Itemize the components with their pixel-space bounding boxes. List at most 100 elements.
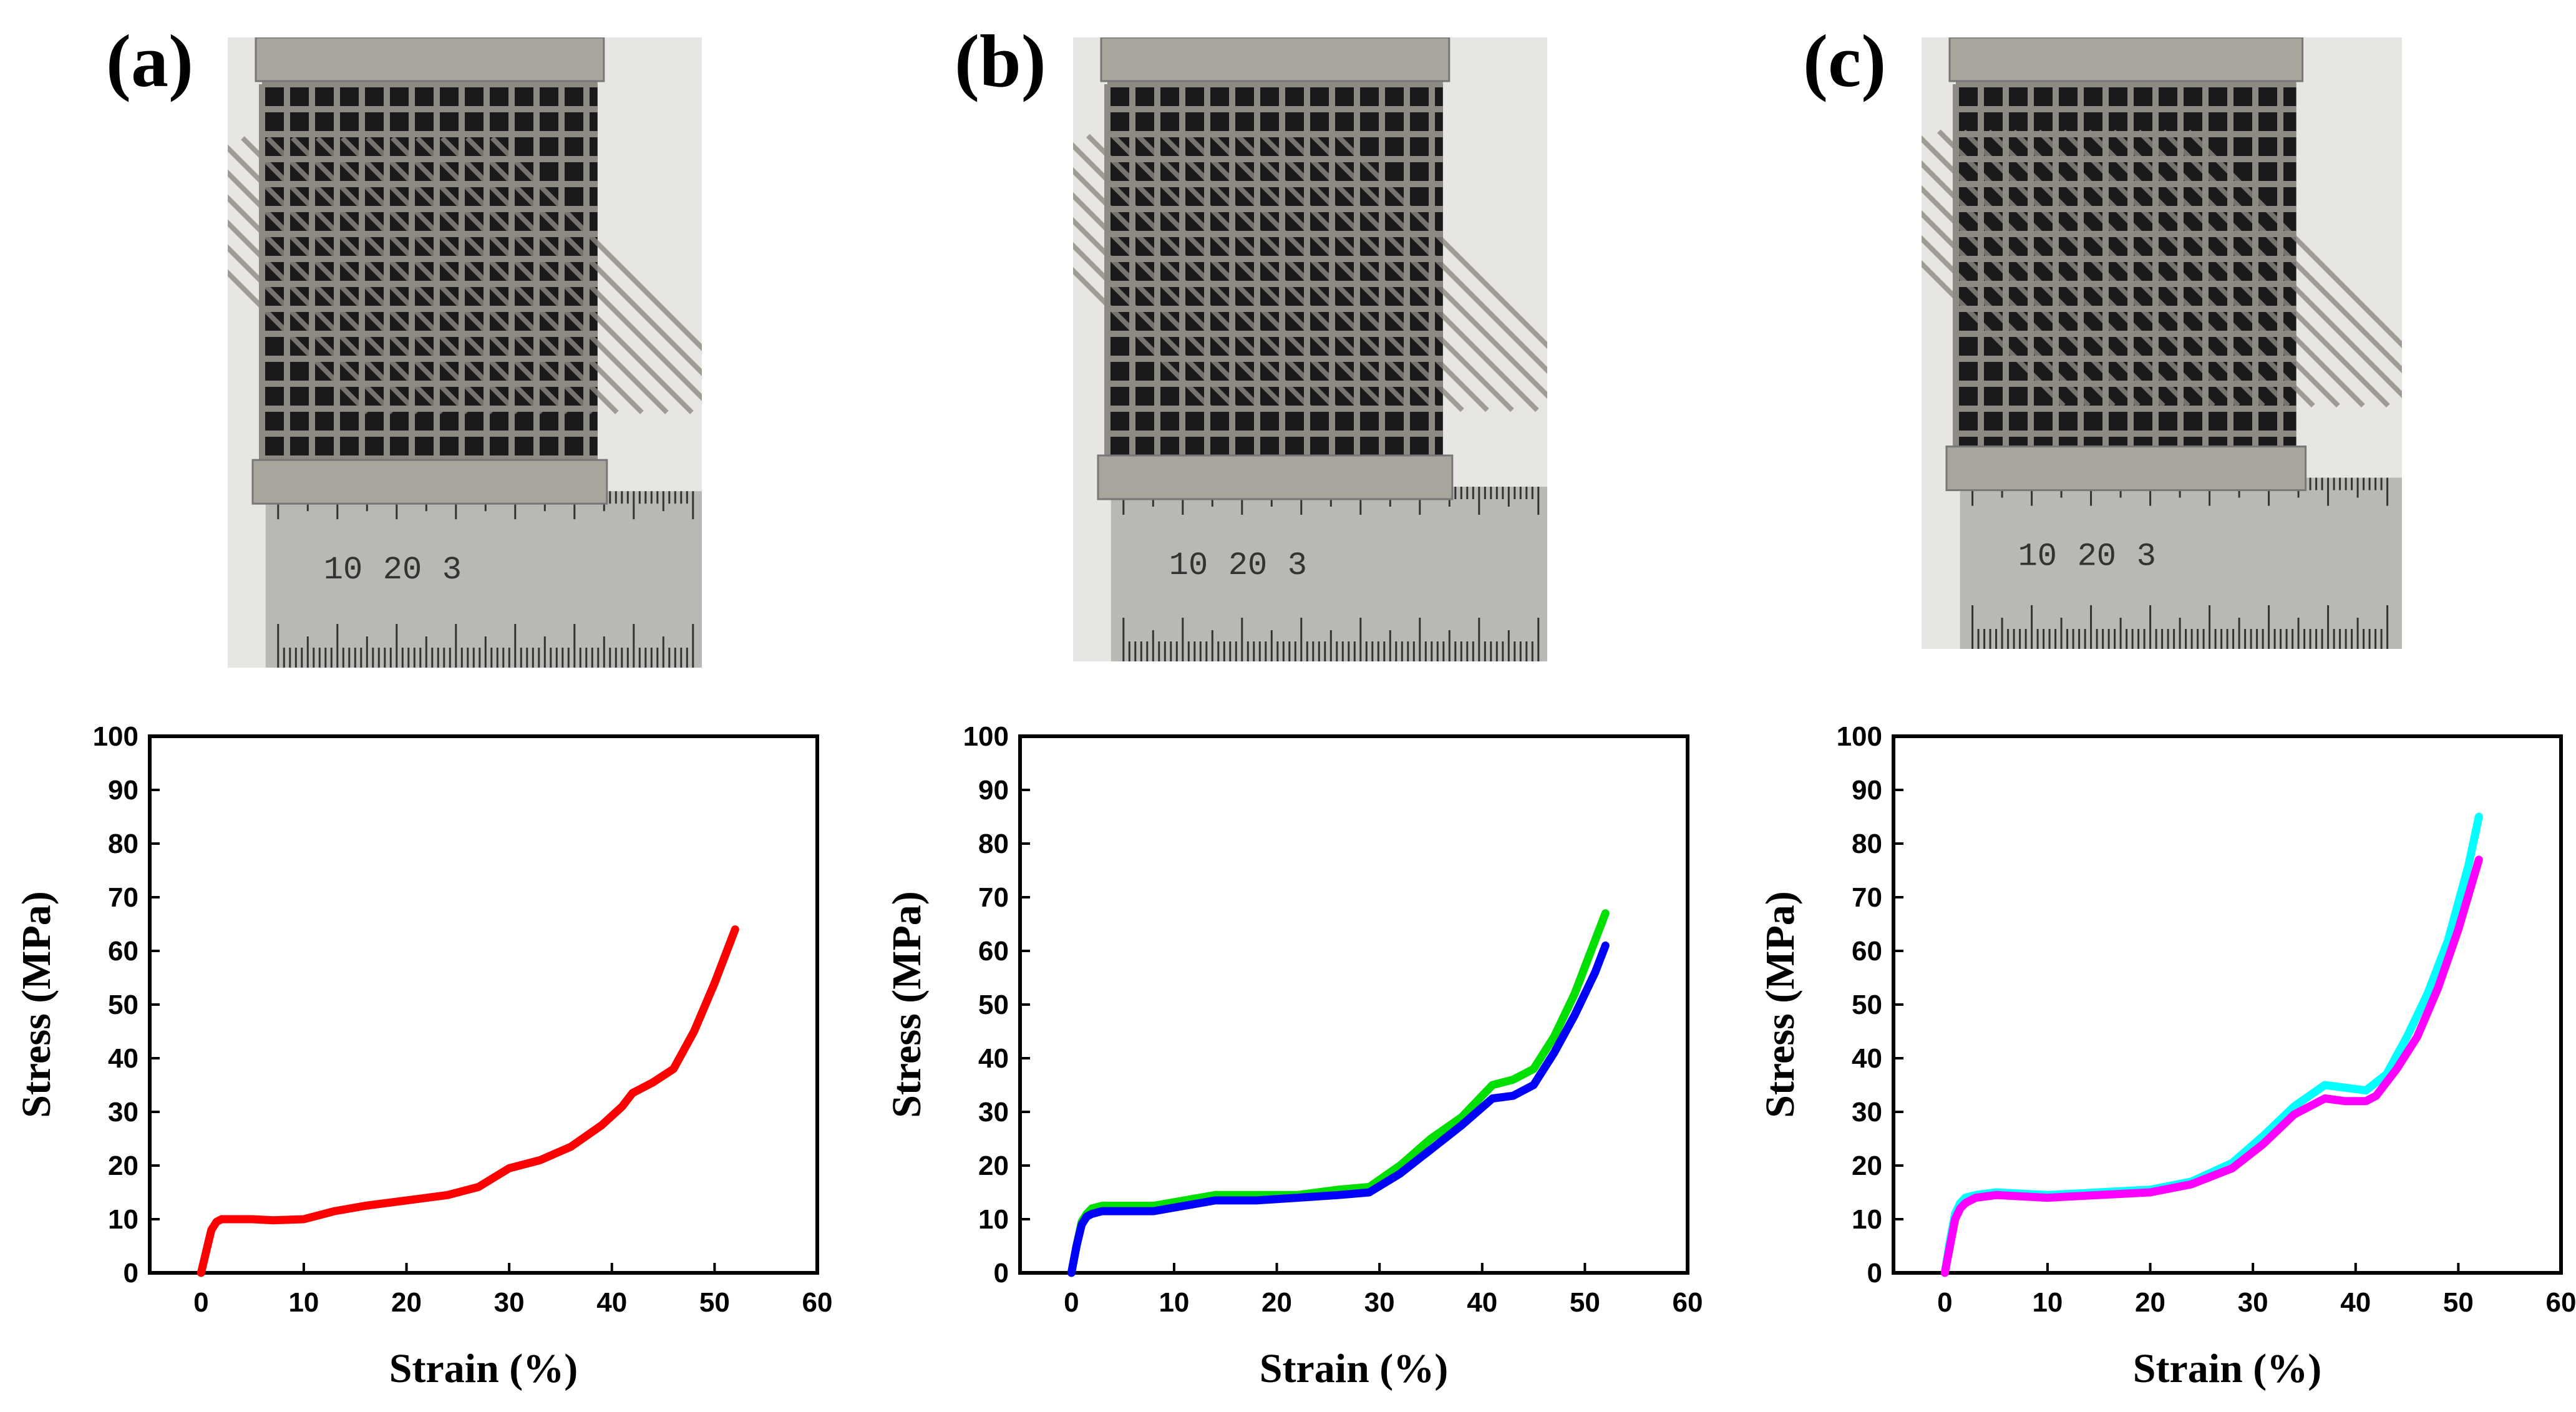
lattice-strut-diagonal: [490, 136, 702, 351]
lattice-strut-diagonal: [1111, 134, 1389, 412]
y-tick-label: 30: [978, 1097, 1009, 1127]
y-tick-label: 90: [978, 775, 1009, 806]
y-tick-label: 0: [124, 1258, 139, 1288]
lattice-strut-diagonal: [1986, 129, 2265, 408]
lattice-strut-diagonal: [1073, 167, 1315, 412]
lattice-strut-diagonal: [1311, 134, 1547, 374]
bottom-plate: [251, 459, 608, 505]
y-tick-label: 10: [978, 1204, 1009, 1235]
x-axis-label: Strain (%): [2133, 1346, 2321, 1391]
x-tick-label: 0: [1064, 1287, 1079, 1318]
lattice-strut-diagonal: [1086, 134, 1364, 412]
x-tick-label: 20: [391, 1287, 422, 1318]
y-tick-label: 0: [994, 1258, 1009, 1288]
x-tick-label: 50: [2443, 1287, 2474, 1318]
lattice-strut-diagonal: [1922, 135, 2190, 408]
y-tick-label: 50: [978, 990, 1009, 1020]
y-tick-label: 70: [978, 882, 1009, 913]
y-tick-label: 60: [1852, 936, 1882, 966]
lattice-strut-diagonal: [2061, 129, 2340, 408]
lattice-strut-diagonal: [266, 136, 544, 414]
x-tick-label: 0: [1937, 1287, 1952, 1318]
x-tick-label: 0: [193, 1287, 208, 1318]
photo-a: 10 20 3: [228, 37, 702, 668]
lattice-strut-diagonal: [316, 136, 594, 414]
y-tick-label: 50: [108, 990, 139, 1020]
lattice-strut-diagonal: [2161, 129, 2402, 374]
x-tick-label: 10: [1159, 1287, 1189, 1318]
x-tick-label: 50: [1570, 1287, 1600, 1318]
series-line-cyan: [1940, 812, 2483, 1277]
lattice-strut-diagonal: [1236, 134, 1514, 412]
series-line-blue: [1067, 941, 1610, 1277]
lattice-strut-diagonal: [1922, 260, 2066, 408]
y-tick-label: 90: [1852, 775, 1882, 806]
y-tick-label: 60: [108, 936, 139, 966]
y-tick-label: 20: [1852, 1151, 1882, 1181]
x-tick-label: 60: [1673, 1287, 1703, 1318]
ruler-label: 3: [442, 552, 462, 588]
bottom-plate: [1945, 446, 2307, 492]
y-tick-label: 20: [978, 1151, 1009, 1181]
ruler: [265, 491, 702, 668]
compressed-lattice-photo-c: 10 20 3: [1922, 37, 2402, 649]
lattice-strut-diagonal: [228, 269, 369, 414]
y-tick-label: 100: [1837, 721, 1882, 752]
y-axis-label: Stress (MPa): [1757, 891, 1803, 1118]
panel-label-b: (b): [955, 19, 1046, 102]
lattice-strut-diagonal: [1211, 134, 1489, 412]
ruler-label: 3: [2137, 538, 2156, 575]
stress-strain-chart-c: 0 10 20 30 40 50 60 0 10 20 30 40 50 60 70 80 90 100 Strai…: [1757, 721, 2576, 1391]
y-axis-label: Stress (MPa): [884, 891, 930, 1118]
lattice-strut-diagonal: [228, 244, 394, 414]
lattice-strut-diagonal: [391, 136, 669, 414]
x-axis-label: Strain (%): [389, 1346, 578, 1391]
panel-label-c: (c): [1803, 19, 1887, 102]
lattice-strut-diagonal: [1073, 241, 1240, 412]
top-plate: [255, 37, 605, 82]
x-tick-label: 40: [2340, 1287, 2371, 1318]
y-tick-label: 60: [978, 936, 1009, 966]
lattice-strut-diagonal: [228, 144, 494, 414]
x-tick-label: 30: [494, 1287, 525, 1318]
y-tick-label: 100: [93, 721, 139, 752]
lattice-strut-diagonal: [1922, 160, 2165, 408]
lattice-strut-diagonal: [1073, 192, 1290, 412]
series-line-magenta: [1940, 855, 2483, 1277]
lattice-strut-diagonal: [1922, 235, 2091, 408]
lattice-strut-diagonal: [1136, 134, 1414, 412]
y-tick-label: 30: [1852, 1097, 1882, 1127]
photo-c: 10 20 3: [1922, 37, 2402, 649]
stress-strain-chart-b: 0 10 20 30 40 50 60 0 10 20 30 40 50 60 70 80 90 100 Strai…: [884, 721, 1703, 1391]
ruler-label: 20: [1228, 547, 1267, 584]
x-tick-label: 60: [2546, 1287, 2576, 1318]
x-tick-label: 60: [802, 1287, 833, 1318]
y-tick-label: 100: [963, 721, 1009, 752]
ruler-label: 3: [1288, 547, 1307, 584]
lattice-strut-diagonal: [1261, 134, 1539, 412]
y-tick-label: 30: [108, 1097, 139, 1127]
x-tick-label: 30: [1364, 1287, 1395, 1318]
lattice-strut-diagonal: [465, 136, 702, 376]
y-tick-label: 90: [108, 775, 139, 806]
ruler-label: 20: [383, 552, 422, 588]
y-tick-label: 80: [108, 829, 139, 859]
x-tick-label: 50: [699, 1287, 730, 1318]
lattice-strut-diagonal: [416, 136, 694, 414]
lattice-strut-diagonal: [241, 136, 519, 414]
y-tick-label: 10: [1852, 1204, 1882, 1235]
x-tick-label: 10: [2032, 1287, 2063, 1318]
x-axis-label: Strain (%): [1260, 1346, 1448, 1391]
y-tick-label: 80: [1852, 829, 1882, 859]
lattice-strut-diagonal: [341, 136, 619, 414]
ruler-label: 10: [324, 552, 362, 588]
top-plate: [1100, 37, 1451, 82]
lattice-strut-diagonal: [2111, 129, 2390, 408]
y-tick-label: 40: [978, 1043, 1009, 1074]
lattice-strut-diagonal: [291, 136, 569, 414]
lattice-strut-diagonal: [1336, 134, 1547, 349]
lattice-strut-diagonal: [1073, 217, 1265, 412]
compressed-lattice-photo-a: 10 20 3: [228, 37, 702, 668]
lattice-strut-diagonal: [366, 136, 644, 414]
